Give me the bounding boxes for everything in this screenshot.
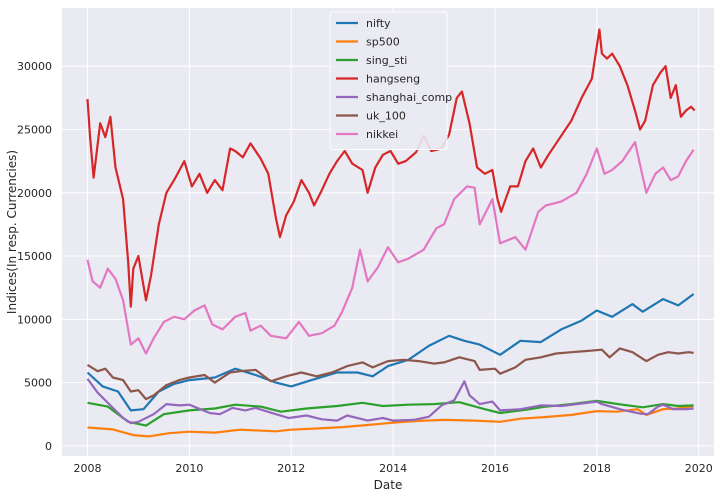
series-line-hangseng — [86, 28, 696, 308]
y-axis-label: Indices(In resp. Currencies) — [5, 150, 19, 314]
series-line-uk-100 — [86, 347, 694, 401]
legend-label: sing_sti — [366, 54, 407, 67]
x-tick-label: 2008 — [73, 462, 101, 475]
legend-box — [329, 11, 448, 150]
legend-label: nikkei — [366, 128, 398, 141]
legend-label: nifty — [366, 17, 391, 30]
x-axis-label: Date — [374, 478, 403, 492]
y-tick-label: 20000 — [17, 187, 52, 200]
legend: nifty sp500 sing_sti hangseng shanghai_compu… — [329, 11, 452, 150]
x-axis-ticks: 2008 2010 2012 2014 2016 2018 2020 — [73, 462, 712, 475]
x-tick-label: 2016 — [481, 462, 509, 475]
series-line-shanghai-comp — [86, 378, 694, 425]
y-tick-label: 5000 — [24, 377, 52, 390]
y-tick-label: 15000 — [17, 250, 52, 263]
y-tick-label: 10000 — [17, 313, 52, 326]
legend-label: hangseng — [366, 73, 420, 86]
y-axis-ticks: 0 5000 10000 15000 20000 25000 30000 — [17, 60, 52, 453]
x-tick-label: 2020 — [685, 462, 713, 475]
x-tick-label: 2018 — [583, 462, 611, 475]
series-line-nikkei — [86, 141, 695, 355]
series-line-sing-sti — [87, 399, 694, 427]
x-tick-label: 2012 — [277, 462, 305, 475]
series-line-nifty — [86, 293, 695, 412]
x-tick-label: 2014 — [379, 462, 407, 475]
y-tick-label: 30000 — [17, 60, 52, 73]
y-tick-label: 25000 — [17, 123, 52, 136]
x-tick-label: 2010 — [175, 462, 203, 475]
series-layer — [86, 28, 696, 438]
legend-label: shanghai_comp — [366, 91, 452, 104]
legend-label: sp500 — [366, 36, 400, 49]
y-tick-label: 0 — [45, 440, 52, 453]
legend-label: uk_100 — [366, 110, 406, 123]
